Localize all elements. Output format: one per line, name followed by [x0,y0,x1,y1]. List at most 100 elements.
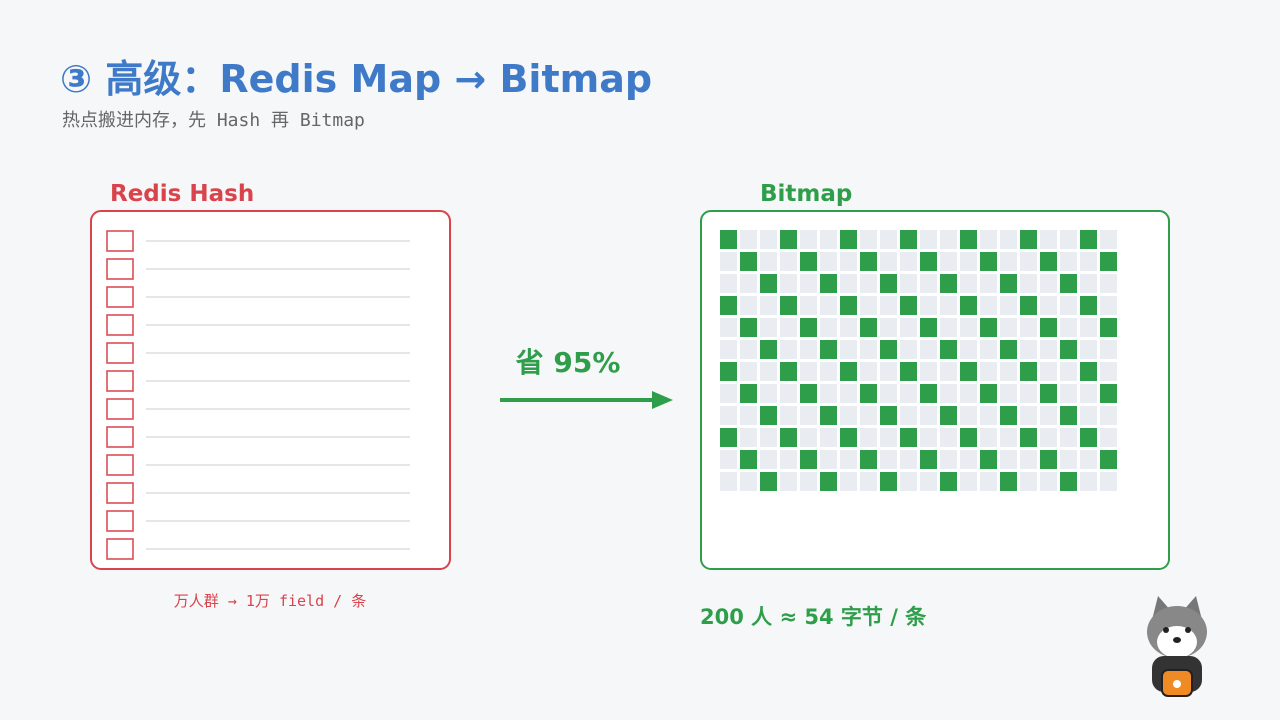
bit-off [780,472,797,491]
bit-on [1040,252,1057,271]
bit-off [840,340,857,359]
bit-off [900,406,917,425]
bit-off [720,318,737,337]
bit-on [800,384,817,403]
bit-on [880,472,897,491]
bit-off [720,472,737,491]
bit-off [980,472,997,491]
bit-off [840,406,857,425]
bit-on [1060,406,1077,425]
bit-on [920,450,937,469]
bit-on [1020,230,1037,249]
bit-off [1020,318,1037,337]
bit-on [1020,428,1037,447]
bit-on [780,230,797,249]
bit-off [820,252,837,271]
bit-off [760,428,777,447]
bit-off [860,340,877,359]
bit-off [740,340,757,359]
hash-field-box [106,398,134,420]
bit-off [920,472,937,491]
bit-off [920,230,937,249]
bit-off [780,450,797,469]
bit-on [820,472,837,491]
bit-on [840,230,857,249]
bit-on [1060,340,1077,359]
bit-on [820,340,837,359]
bit-on [740,252,757,271]
bit-off [960,340,977,359]
bit-off [860,230,877,249]
bit-off [820,384,837,403]
bit-off [1100,274,1117,293]
bit-off [1040,274,1057,293]
bit-off [860,296,877,315]
bit-on [880,274,897,293]
bit-off [1020,450,1037,469]
bit-off [1000,428,1017,447]
bit-off [900,450,917,469]
bit-off [720,252,737,271]
bit-off [800,406,817,425]
bit-off [740,406,757,425]
hash-field-box [106,426,134,448]
bit-on [880,406,897,425]
mascot [1147,596,1207,697]
bit-off [920,296,937,315]
bit-on [840,428,857,447]
bit-off [720,340,737,359]
bit-on [1000,472,1017,491]
bit-off [760,450,777,469]
bit-off [860,428,877,447]
bit-on [1100,384,1117,403]
bit-off [1080,450,1097,469]
bit-off [820,450,837,469]
bit-off [820,362,837,381]
bit-on [960,230,977,249]
bit-off [1000,252,1017,271]
bit-off [900,252,917,271]
hash-field-box [106,314,134,336]
bit-off [940,362,957,381]
bit-off [780,384,797,403]
bit-off [1040,230,1057,249]
bit-on [940,340,957,359]
bit-off [800,230,817,249]
bit-off [840,318,857,337]
bit-on [800,450,817,469]
bit-on [840,362,857,381]
hash-field-box [106,230,134,252]
bit-off [840,472,857,491]
bit-off [1060,450,1077,469]
bit-on [740,450,757,469]
bit-off [1040,406,1057,425]
bit-on [780,362,797,381]
bit-off [1020,340,1037,359]
bit-off [1060,296,1077,315]
bit-off [780,252,797,271]
bit-off [940,296,957,315]
bit-on [940,406,957,425]
bit-off [980,230,997,249]
bit-off [820,318,837,337]
bit-off [920,406,937,425]
bit-on [1000,340,1017,359]
bit-off [1080,406,1097,425]
bit-on [1100,252,1117,271]
bit-on [1080,296,1097,315]
hash-box [90,210,451,570]
bit-on [920,384,937,403]
hash-caption: 万人群 → 1万 field / 条 [174,592,366,610]
bit-off [1100,340,1117,359]
bit-on [780,428,797,447]
bit-on [980,450,997,469]
bit-on [720,362,737,381]
title: ③ 高级：Redis Map → Bitmap [60,57,652,101]
hash-field-box [106,258,134,280]
bit-off [1080,384,1097,403]
bit-off [1000,230,1017,249]
bit-off [740,472,757,491]
bit-on [860,318,877,337]
bit-off [900,340,917,359]
